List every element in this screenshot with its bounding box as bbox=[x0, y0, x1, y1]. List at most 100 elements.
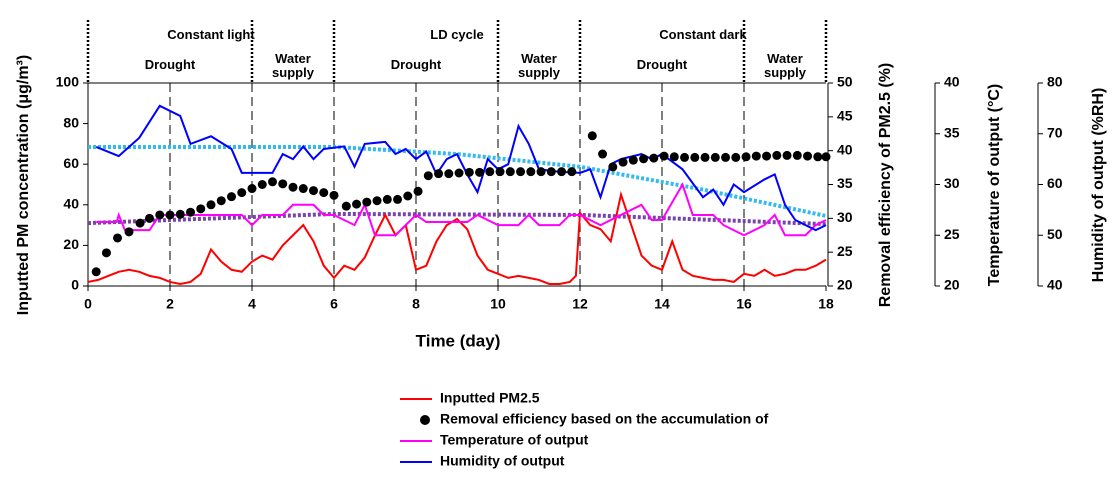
data-point bbox=[413, 186, 423, 196]
data-point bbox=[475, 167, 485, 177]
data-point bbox=[257, 180, 267, 189]
data-point bbox=[434, 169, 444, 179]
data-point bbox=[505, 167, 515, 177]
y4-tick-label: 60 bbox=[1047, 175, 1063, 191]
trend-line bbox=[88, 144, 827, 218]
data-point bbox=[803, 151, 813, 161]
data-point bbox=[710, 152, 720, 162]
data-point bbox=[393, 194, 403, 204]
data-point bbox=[216, 196, 226, 206]
y3-tick-label: 35 bbox=[944, 124, 960, 140]
data-point bbox=[227, 192, 236, 202]
legend-marker bbox=[420, 415, 430, 425]
data-point bbox=[165, 210, 175, 220]
data-line bbox=[96, 182, 827, 237]
data-point bbox=[329, 190, 339, 200]
x-tick-label: 18 bbox=[818, 296, 834, 312]
subphase-label: Drought bbox=[390, 57, 442, 72]
data-point bbox=[135, 218, 145, 228]
data-point bbox=[741, 152, 751, 162]
y2-tick-label: 20 bbox=[837, 277, 853, 293]
subphase-label: Water supply bbox=[518, 51, 560, 80]
data-point bbox=[309, 186, 318, 196]
y3-tick-label: 25 bbox=[944, 226, 960, 242]
y2-axis-title: Removal efficiency of PM2.5 (%) bbox=[877, 63, 894, 308]
data-point bbox=[731, 152, 741, 162]
data-point bbox=[454, 168, 464, 178]
data-point bbox=[113, 233, 123, 243]
y3-axis-title: Temperature of output (°C) bbox=[986, 84, 1003, 287]
data-point bbox=[196, 204, 206, 214]
y2-tick-label: 25 bbox=[837, 243, 853, 259]
y-tick-label: 40 bbox=[63, 196, 79, 212]
data-point bbox=[91, 267, 101, 277]
data-point bbox=[762, 151, 772, 161]
data-point bbox=[372, 196, 382, 206]
data-point bbox=[751, 151, 761, 161]
phase-label: LD cycle bbox=[430, 27, 484, 42]
x-tick-label: 12 bbox=[572, 296, 588, 312]
data-point bbox=[341, 201, 351, 211]
subphase-label: Water supply bbox=[764, 51, 806, 80]
subphase-label: Drought bbox=[636, 57, 688, 72]
data-point bbox=[237, 188, 247, 198]
data-point bbox=[536, 167, 546, 177]
x-tick-label: 2 bbox=[166, 296, 174, 312]
data-point bbox=[639, 154, 649, 164]
data-point bbox=[557, 167, 567, 177]
y3-tick-label: 40 bbox=[944, 74, 960, 90]
data-point bbox=[821, 152, 831, 162]
data-point bbox=[792, 150, 802, 160]
data-point bbox=[813, 152, 823, 162]
y4-tick-label: 40 bbox=[1047, 277, 1063, 293]
x-tick-label: 0 bbox=[84, 296, 92, 312]
data-point bbox=[464, 167, 474, 177]
y4-tick-label: 50 bbox=[1047, 226, 1063, 242]
data-point bbox=[319, 188, 329, 198]
x-tick-label: 8 bbox=[412, 296, 420, 312]
data-point bbox=[101, 248, 111, 258]
y4-tick-label: 70 bbox=[1047, 124, 1063, 140]
data-point bbox=[278, 179, 288, 189]
y2-tick-label: 50 bbox=[837, 74, 853, 90]
data-point bbox=[124, 227, 134, 237]
data-point bbox=[680, 152, 690, 162]
data-point bbox=[659, 151, 669, 161]
data-point bbox=[403, 191, 413, 201]
data-point bbox=[206, 200, 216, 210]
data-point bbox=[608, 162, 618, 172]
data-point bbox=[567, 167, 577, 177]
y2-tick-label: 35 bbox=[837, 175, 853, 191]
data-point bbox=[298, 184, 308, 194]
y-tick-label: 20 bbox=[63, 236, 79, 252]
data-point bbox=[495, 167, 505, 177]
data-point bbox=[782, 150, 792, 160]
x-tick-label: 4 bbox=[248, 296, 256, 312]
data-point bbox=[669, 152, 679, 162]
data-point bbox=[362, 197, 372, 207]
data-line bbox=[95, 104, 827, 232]
data-point bbox=[690, 152, 700, 162]
data-point bbox=[772, 150, 782, 160]
data-point bbox=[546, 167, 556, 177]
y3-tick-label: 20 bbox=[944, 277, 960, 293]
x-axis-title: Time (day) bbox=[416, 331, 501, 350]
x-tick-label: 16 bbox=[736, 296, 752, 312]
phase-label: Constant dark bbox=[659, 27, 747, 42]
data-point bbox=[288, 182, 298, 192]
y-tick-label: 60 bbox=[63, 155, 79, 171]
data-point bbox=[516, 167, 526, 177]
x-tick-label: 14 bbox=[654, 296, 670, 312]
subphase-label: Drought bbox=[144, 57, 196, 72]
data-point bbox=[618, 157, 628, 167]
data-point bbox=[423, 171, 433, 181]
x-tick-label: 6 bbox=[330, 296, 338, 312]
y2-tick-label: 40 bbox=[837, 141, 853, 157]
y-tick-label: 80 bbox=[63, 114, 79, 130]
data-point bbox=[382, 194, 392, 204]
legend-label: Humidity of output bbox=[440, 453, 565, 469]
legend-label: Inputted PM2.5 bbox=[440, 390, 540, 406]
data-point bbox=[485, 167, 495, 177]
data-point bbox=[628, 155, 638, 165]
